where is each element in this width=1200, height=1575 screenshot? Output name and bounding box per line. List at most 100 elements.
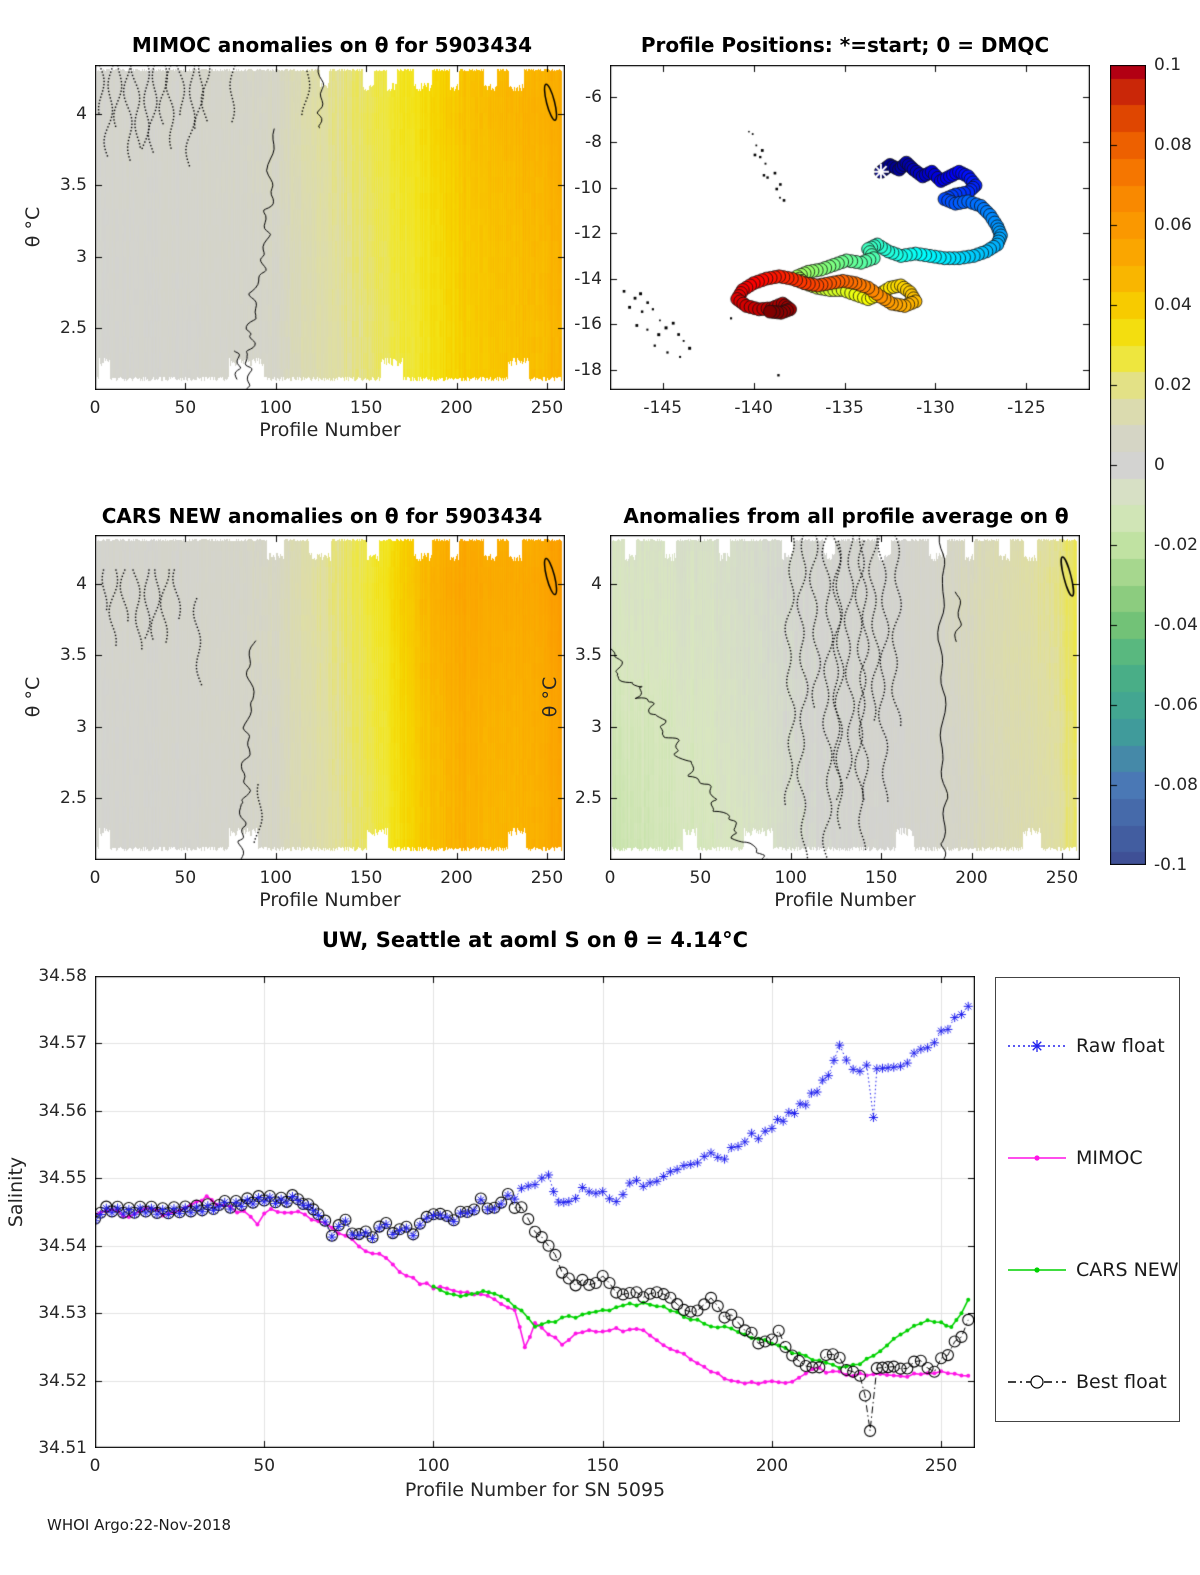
colorbar-canvas [1110,65,1146,865]
tick-label: 34.51 [38,1438,87,1458]
tick-label: 3 [76,716,87,737]
tick-label: -130 [916,398,955,418]
tick-label: 0.06 [1154,215,1192,235]
salinity-chart-canvas [95,976,975,1448]
tick-label: 0.08 [1154,135,1192,155]
cars-xaxis-label: Profile Number [259,889,401,911]
tick-label: -0.02 [1154,535,1198,555]
positions-panel-title: Profile Positions: *=start; 0 = DMQC [640,33,1050,57]
tick-label: 0 [1154,455,1165,475]
mimoc-xaxis-label: Profile Number [259,419,401,441]
tick-label: -8 [585,132,602,153]
tick-label: 200 [955,868,988,888]
positions-map-canvas [610,65,1090,390]
tick-label: -18 [574,359,602,380]
tick-label: 0.1 [1154,55,1182,75]
tick-label: 0 [89,398,101,418]
tick-label: 150 [349,868,383,888]
best-float-sample-line [1008,1375,1066,1389]
avg-xaxis-label: Profile Number [774,889,916,911]
tick-label: -135 [825,398,864,418]
tick-label: -16 [574,314,602,335]
tick-label: 100 [259,398,292,418]
tick-label: 0 [604,868,616,888]
cars-panel-title: CARS NEW anomalies on θ for 5903434 [101,504,543,528]
legend-label: MIMOC [1076,1147,1143,1169]
tick-label: 50 [253,1456,276,1476]
tick-label: -0.1 [1154,855,1188,875]
tick-label: 0 [89,1456,101,1476]
tick-label: 250 [1045,868,1079,888]
tick-label: -10 [574,177,602,198]
tick-label: 150 [349,398,383,418]
tick-label: 0 [89,868,101,888]
mimoc-heatmap-canvas [95,65,565,390]
tick-label: 150 [586,1456,619,1476]
tick-label: -6 [585,86,602,107]
tick-label: 3.5 [59,645,87,666]
legend-label: CARS NEW [1076,1259,1179,1281]
tick-label: 34.52 [38,1370,87,1391]
tick-label: 100 [259,868,292,888]
tick-label: -0.06 [1154,695,1198,715]
salinity-panel-title: UW, Seattle at aoml S on θ = 4.14°C [321,928,749,952]
tick-label: -145 [643,398,683,418]
tick-label: 3 [591,716,602,737]
tick-label: 2.5 [59,788,87,809]
tick-label: 50 [174,868,197,888]
tick-label: 34.54 [38,1235,87,1256]
tick-label: 50 [174,398,197,418]
tick-label: 150 [864,868,898,888]
tick-label: -0.08 [1154,775,1198,795]
cars-heatmap-canvas [95,535,565,860]
avg-panel-title: Anomalies from all profile average on θ [623,504,1069,528]
tick-label: -0.04 [1154,615,1198,635]
tick-label: 34.53 [38,1303,87,1324]
tick-label: 34.57 [38,1033,87,1054]
tick-label: 0.04 [1154,295,1192,315]
footer-note: WHOI Argo:22-Nov-2018 [47,1516,231,1534]
mimoc-yaxis-label: θ °C [22,206,44,248]
tick-label: 200 [755,1456,789,1476]
mimoc-panel-title: MIMOC anomalies on θ for 5903434 [131,33,533,57]
tick-label: 3 [76,246,87,267]
legend-label: Raw float [1076,1035,1165,1057]
legend-label: Best float [1076,1371,1167,1393]
raw-float-sample-line [1008,1040,1066,1052]
tick-label: 200 [440,868,473,888]
tick-label: 250 [924,1456,958,1476]
tick-label: 34.55 [38,1168,87,1189]
tick-label: 34.58 [38,966,87,986]
tick-label: 250 [530,398,564,418]
tick-label: 250 [530,868,564,888]
legend-entry-raw-float: Raw float [1006,1034,1165,1058]
tick-label: 0.02 [1154,375,1192,395]
legend-entry-cars-new: CARS NEW [1006,1258,1179,1282]
legend-box: Raw float MIMOC CARS NEW Best float [995,977,1180,1422]
tick-label: 200 [440,398,473,418]
tick-label: -125 [1007,398,1046,418]
tick-label: 2.5 [59,318,87,339]
tick-label: 4 [76,103,87,124]
tick-label: 34.56 [38,1100,87,1121]
tick-label: 100 [774,868,807,888]
tick-label: 4 [591,573,602,594]
cars-new-sample-line [1008,1267,1066,1273]
tick-label: -140 [734,398,773,418]
tick-label: 100 [417,1456,450,1476]
legend-entry-mimoc: MIMOC [1006,1146,1143,1170]
tick-label: 2.5 [574,788,602,809]
tick-label: 4 [76,573,87,594]
tick-label: 50 [689,868,712,888]
tick-label: -14 [574,268,602,289]
mimoc-sample-line [1008,1155,1066,1161]
salinity-yaxis-label: Salinity [5,1156,27,1228]
avg-heatmap-canvas [610,535,1080,860]
legend-entry-best-float: Best float [1006,1370,1167,1394]
cars-yaxis-label: θ °C [22,676,44,718]
salinity-xaxis-label: Profile Number for SN 5095 [404,1479,666,1501]
tick-label: -12 [574,223,602,244]
avg-yaxis-label: θ °C [539,676,561,718]
tick-label: 3.5 [59,175,87,196]
